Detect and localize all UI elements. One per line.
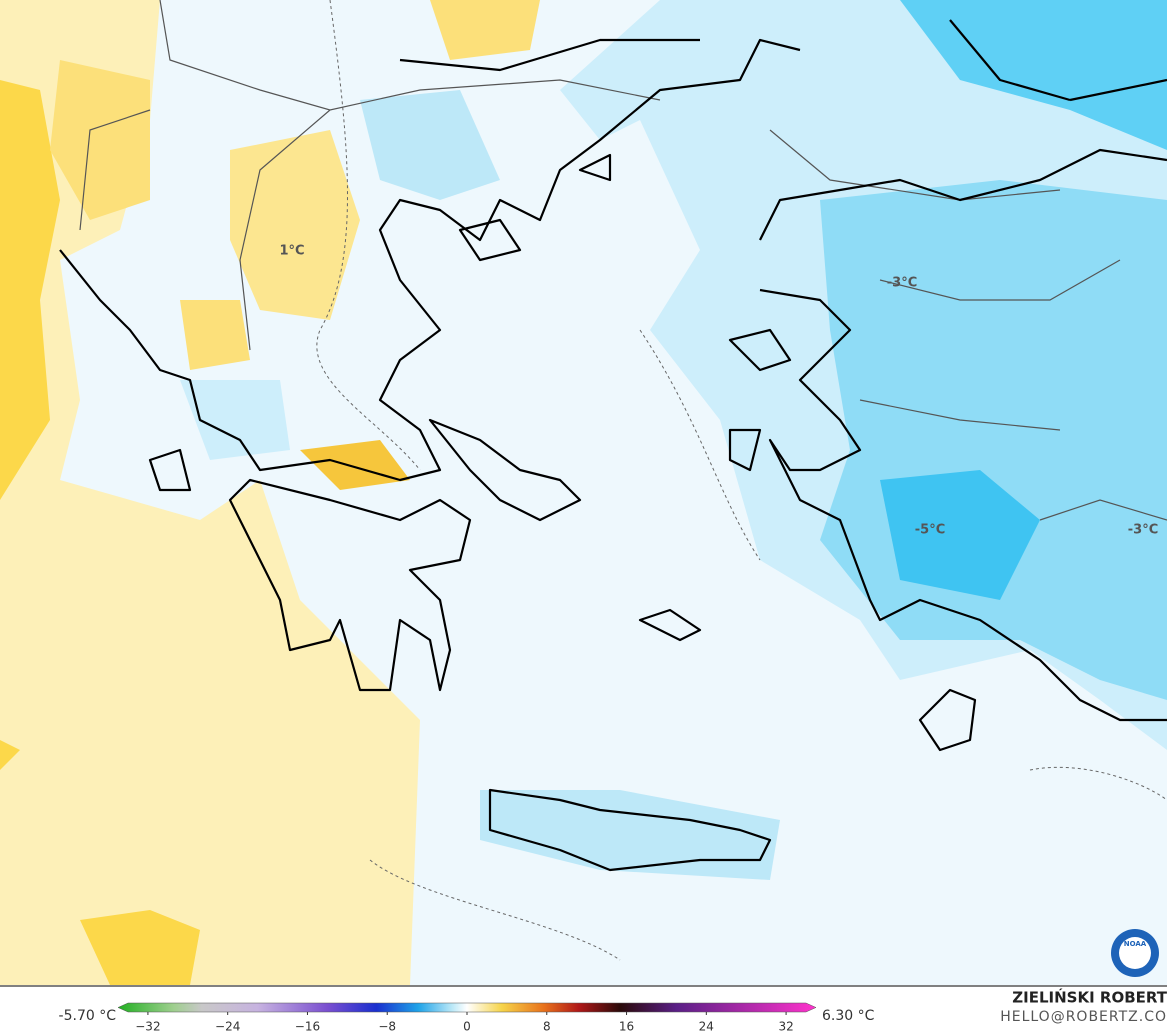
warm-core <box>230 130 360 320</box>
warm-core <box>300 440 410 490</box>
colorbar-tick-label: 8 <box>543 1020 551 1034</box>
max-label: 6.30 °C <box>822 1008 875 1024</box>
coastline <box>428 418 582 522</box>
logo-inner <box>1119 937 1151 969</box>
coastline <box>399 19 1167 102</box>
warm-core <box>0 80 60 500</box>
map: NOAA 1°C -3°C -5°C -3°C <box>0 0 1167 985</box>
logo-text: NOAA <box>1124 940 1147 948</box>
contour-label: -5°C <box>915 523 945 538</box>
colorbar: −32 −24 −16 −8 0 8 16 24 32 <box>117 1002 817 1034</box>
colorbar-tick-label: 16 <box>619 1020 634 1034</box>
contour-label: -3°C <box>1128 523 1158 538</box>
colorbar-tick-label: −16 <box>295 1020 320 1034</box>
colorbar-tick-label: 0 <box>463 1020 471 1034</box>
border <box>79 0 1167 521</box>
colorbar-tick-label: 32 <box>778 1020 793 1034</box>
cold-area <box>480 790 780 880</box>
warm-core <box>50 60 150 220</box>
isoline <box>369 859 621 961</box>
contour-label: -3°C <box>887 276 917 291</box>
coastline <box>228 478 472 692</box>
warm-core <box>80 910 200 985</box>
email: HELLO@ROBERTZ.CO <box>1000 1009 1167 1025</box>
cold-area <box>360 90 500 200</box>
coastline <box>759 148 1167 722</box>
colorbar-tick-label: −32 <box>135 1020 160 1034</box>
coastline <box>59 38 801 482</box>
coastline <box>488 788 772 872</box>
contour-label: 1°C <box>279 244 304 259</box>
island <box>148 153 977 752</box>
colorbar-tick-label: −24 <box>215 1020 240 1034</box>
colorbar-tick-label: 24 <box>699 1020 714 1034</box>
warm-core <box>0 740 20 770</box>
cold-core <box>880 470 1040 600</box>
colorbar-tick-label: −8 <box>378 1020 396 1034</box>
cold-area <box>180 380 290 460</box>
warm-core <box>180 300 250 370</box>
min-label: -5.70 °C <box>59 1008 117 1024</box>
author: ZIELIŃSKI ROBERT <box>1012 988 1167 1007</box>
colorbar-bar <box>117 1002 817 1013</box>
warm-core <box>430 0 540 60</box>
warm-area <box>0 0 420 985</box>
cold-core <box>900 0 1167 150</box>
